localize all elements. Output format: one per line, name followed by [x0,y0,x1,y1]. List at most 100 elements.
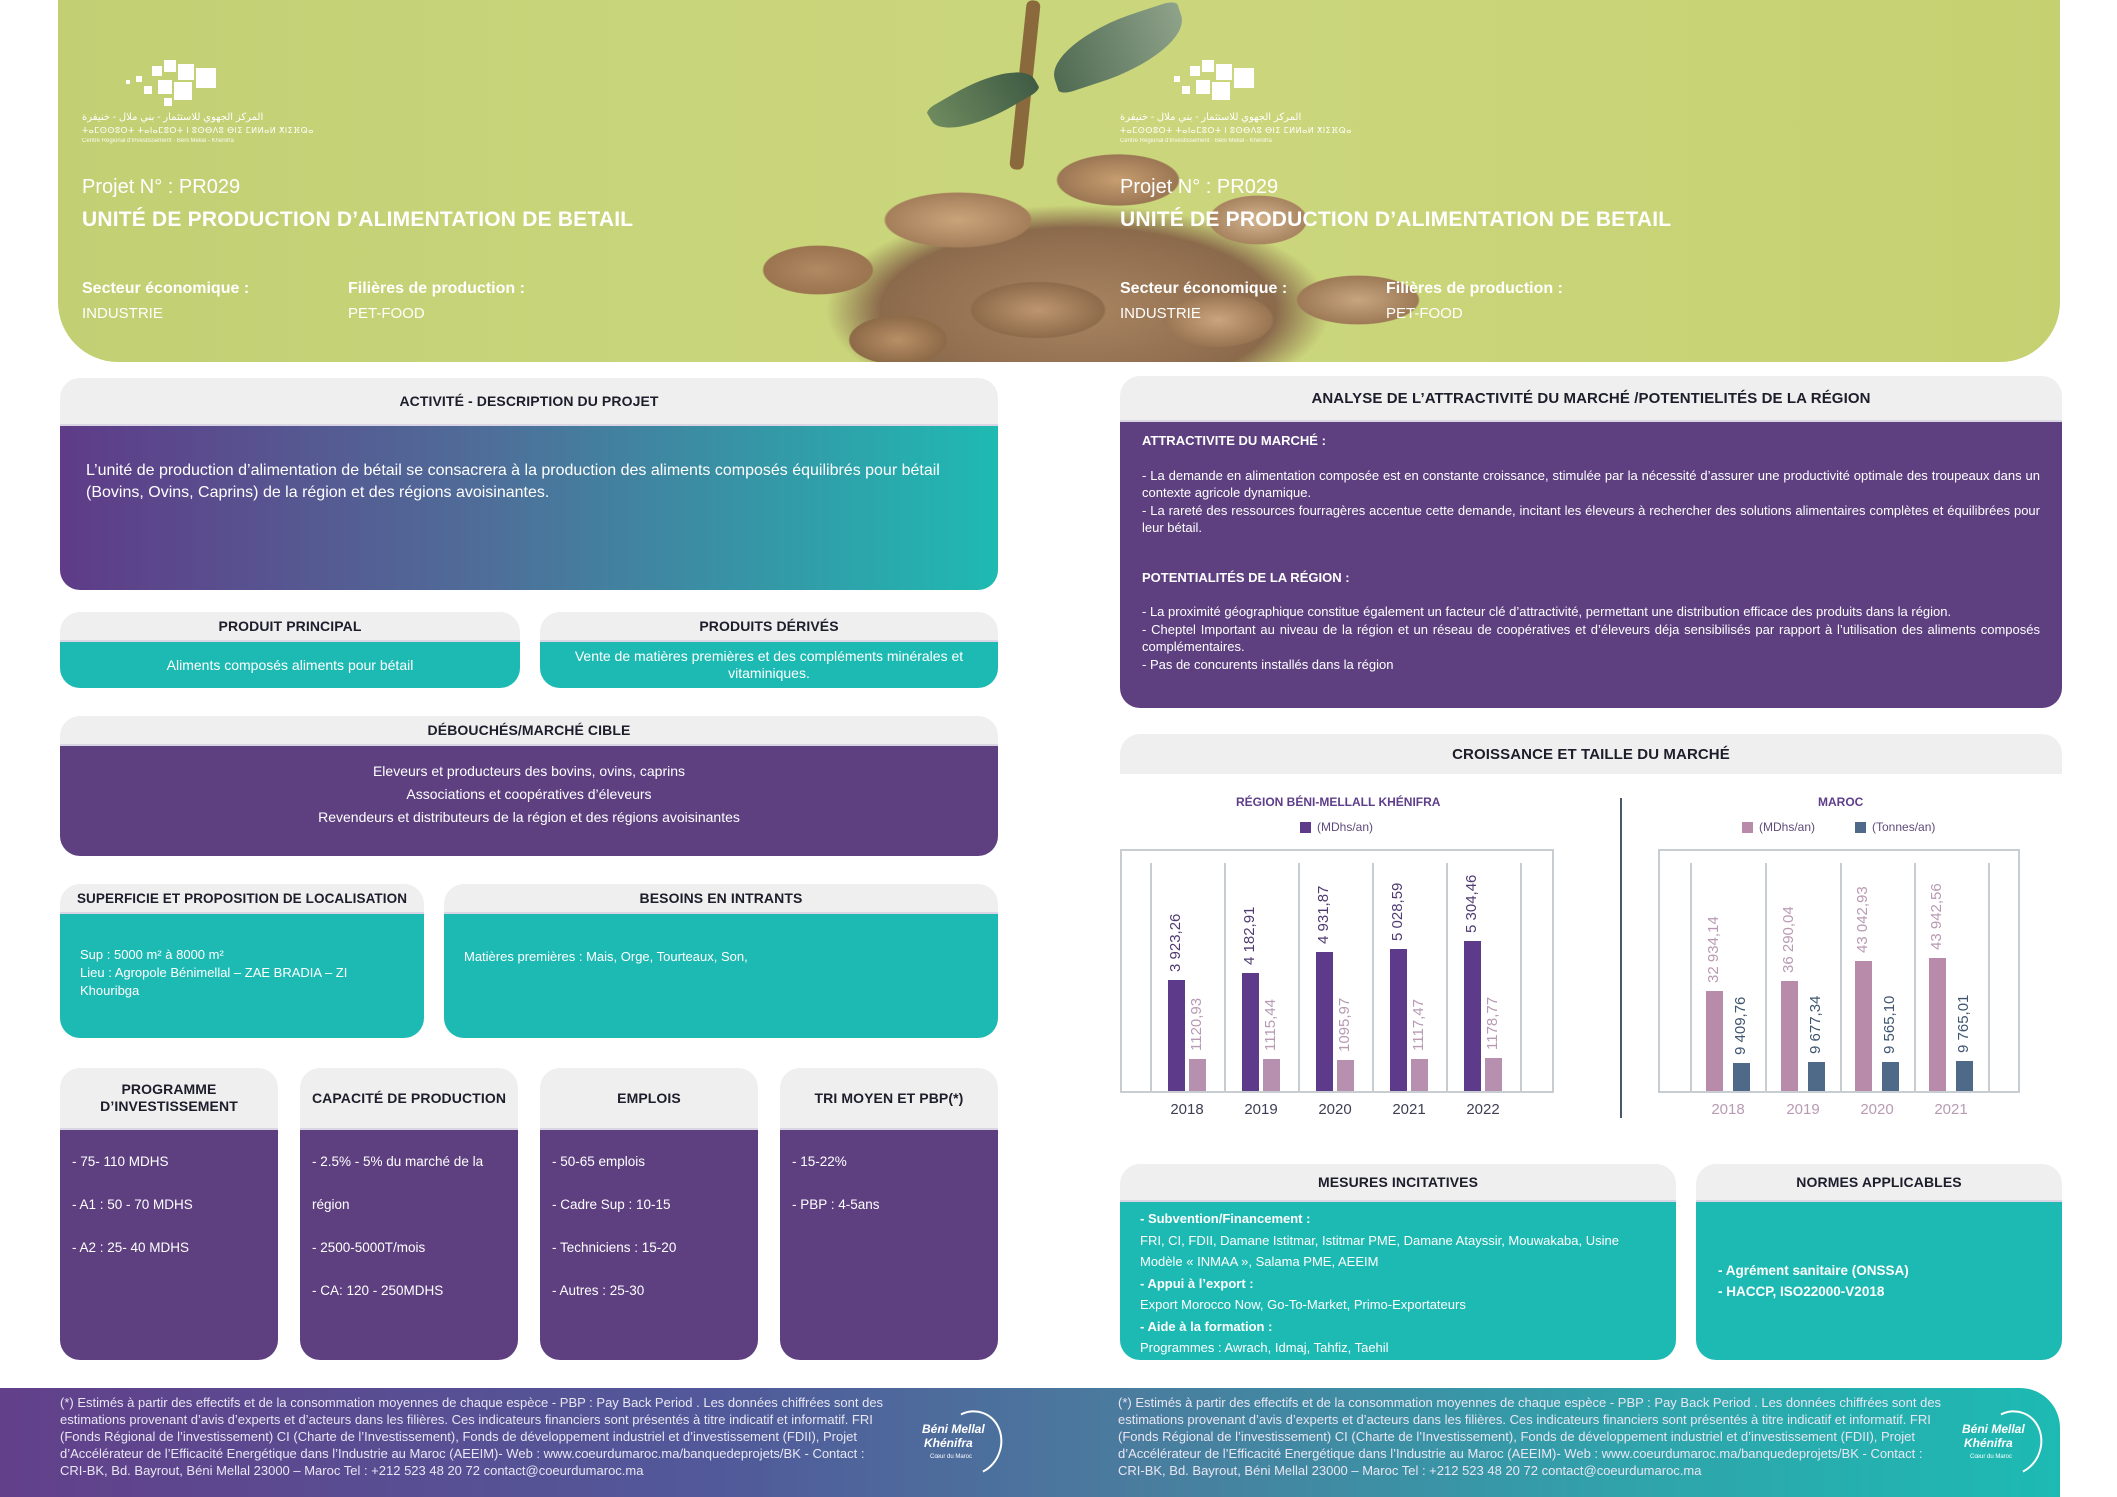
bar-value-label: 9 565,10 [1881,995,1898,1055]
intrants-card: BESOINS EN INTRANTS Matières premières :… [444,884,998,1038]
chart-bar [1882,1062,1899,1091]
attractivite-heading: ATTRACTIVITE DU MARCHÉ : [1142,433,1326,448]
chart-bar [1464,941,1481,1091]
list-item: - Cheptel Important au niveau de la régi… [1142,621,2040,655]
beni-mellal-logo: Béni Mellal Khénifra Cœur du Maroc [922,1401,1012,1485]
intrants-text: Matières premières : Mais, Orge, Tourtea… [444,914,998,1038]
bar-value-label: 43 042,93 [1854,886,1871,953]
mesures-text: Export Morocco Now, Go-To-Market, Primo-… [1140,1297,1466,1312]
legend-swatch [1855,821,1867,833]
bar-value-label: 43 942,56 [1928,883,1945,950]
mesures-body: - Subvention/Financement : FRI, CI, FDII… [1120,1202,1676,1360]
filiere-value: PET-FOOD [348,305,425,322]
sector-value: INDUSTRIE [1120,305,1201,322]
bar-value-label: 1178,77 [1484,996,1501,1050]
chart-bar [1390,948,1407,1091]
bar-value-label: 5 304,46 [1463,874,1480,933]
list-item: Revendeurs et distributeurs de la région… [318,809,740,825]
programme-investissement-card: PROGRAMME D’INVESTISSEMENT - 75- 110 MDH… [60,1068,278,1360]
analyse-body: ATTRACTIVITE DU MARCHÉ : - La demande en… [1120,422,2062,708]
normes-list: - Agrément sanitaire (ONSSA) - HACCP, IS… [1696,1202,2062,1360]
superficie-lieu: Lieu : Agropole Bénimellal – ZAE BRADIA … [80,965,348,998]
filiere-value: PET-FOOD [1386,305,1463,322]
kpi-list: - 15-22% - PBP : 4-5ans [780,1130,998,1360]
card-title: BESOINS EN INTRANTS [444,884,998,914]
card-title: PRODUITS DÉRIVÉS [540,612,998,642]
bar-value-label: 4 182,91 [1241,906,1258,965]
bar-value-label: 32 934,14 [1705,916,1722,984]
project-number: Projet N° : PR029 [1120,176,1279,198]
chart-bar [1411,1059,1428,1091]
sector-label: Secteur économique : [1120,280,1288,297]
chart-bar [1956,1061,1973,1091]
chart-plot-area: 3 923,26 1120,93 4 182,91 1115,44 4 931,87 10… [1120,849,1554,1093]
chart-plot-area: 32 934,14 9 409,76 36 290,04 9 677,34 43 042… [1658,849,2020,1093]
card-title: CAPACITÉ DE PRODUCTION [300,1068,518,1130]
mesures-text: FRI, CI, FDII, Damane Istitmar, Istitmar… [1140,1232,1619,1270]
tri-pbp-card: TRI MOYEN ET PBP(*) - 15-22% - PBP : 4-5… [780,1068,998,1360]
chart-divider [1620,798,1622,1118]
legend-item: (MDhs/an) [1300,820,1373,834]
chart-bar [1189,1059,1206,1091]
debouches-list: Eleveurs et producteurs des bovins, ovin… [60,746,998,856]
card-title: MESURES INCITATIVES [1120,1164,1676,1202]
mesures-card: MESURES INCITATIVES - Subvention/Finance… [1120,1164,1676,1360]
list-item: - La demande en alimentation composée es… [1142,467,2040,501]
cri-logo-icon [1150,60,1260,110]
chart-bar [1337,1060,1354,1091]
chart-bar [1929,958,1946,1091]
list-item: - 75- 110 MDHS [72,1154,169,1169]
bar-value-label: 1095,97 [1336,997,1353,1053]
legend-item: (MDhs/an) [1742,820,1815,834]
list-item: - La proximité géographique constitue ég… [1142,604,1952,619]
mesures-subheading: - Subvention/Financement : [1140,1211,1311,1226]
card-title: TRI MOYEN ET PBP(*) [780,1068,998,1130]
produits-derives-text: Vente de matières premières et des compl… [540,642,998,688]
footer: (*) Estimés à partir des effectifs et de… [0,1388,2060,1497]
cri-logo: المركز الجهوي للاستثمار - بني ملال - خني… [82,60,313,160]
bar-value-label: 3 923,26 [1167,913,1184,973]
produit-principal-card: PRODUIT PRINCIPAL Aliments composés alim… [60,612,520,688]
list-item: - Pas de concurents installés dans la ré… [1142,656,1394,672]
list-item: - A1 : 50 - 70 MDHS [72,1197,193,1212]
footer-disclaimer: (*) Estimés à partir des effectifs et de… [1118,1395,1942,1478]
card-title: ACTIVITÉ - DESCRIPTION DU PROJET [60,378,998,426]
produits-derives-card: PRODUITS DÉRIVÉS Vente de matières premi… [540,612,998,688]
x-axis-tick: 2020 [1318,1101,1352,1118]
card-title: CROISSANCE ET TAILLE DU MARCHÉ [1120,734,2062,774]
bar-value-label: 9 409,76 [1732,996,1749,1055]
list-item: - Autres : 25-30 [552,1283,645,1298]
chart-bar [1485,1057,1502,1091]
card-title: DÉBOUCHÉS/MARCHÉ CIBLE [60,716,998,746]
footer-disclaimer: (*) Estimés à partir des effectifs et de… [60,1395,884,1478]
list-item: Associations et coopératives d’éleveurs [406,786,652,802]
filiere-label: Filières de production : [1386,280,1563,297]
superficie-body: Sup : 5000 m² à 8000 m² Lieu : Agropole … [60,914,424,1038]
mesures-subheading: - Appui à l’export : [1140,1275,1254,1291]
bar-value-label: 1115,44 [1262,999,1279,1052]
card-title: ANALYSE DE L’ATTRACTIVITÉ DU MARCHÉ /POT… [1120,376,2062,422]
chart-bar [1733,1062,1750,1091]
superficie-card: SUPERFICIE ET PROPOSITION DE LOCALISATIO… [60,884,424,1038]
chart-title: MAROC [1818,795,1864,809]
chart-bar [1808,1061,1825,1091]
chart-legend: (MDhs/an) [1300,820,1373,834]
chart-bar [1316,951,1333,1091]
card-title: SUPERFICIE ET PROPOSITION DE LOCALISATIO… [60,884,424,914]
superficie-sup: Sup : 5000 m² à 8000 m² [80,947,224,962]
analyse-card: ANALYSE DE L’ATTRACTIVITÉ DU MARCHÉ /POT… [1120,376,2062,708]
list-item: - Agrément sanitaire (ONSSA) [1718,1263,1909,1278]
beni-mellal-logo: Béni Mellal Khénifra Cœur du Maroc [1962,1401,2052,1485]
x-axis-tick: 2019 [1786,1101,1820,1118]
chart-bar [1263,1059,1280,1091]
bar-value-label: 9 677,34 [1807,995,1824,1054]
chart-bar [1855,960,1872,1091]
normes-card: NORMES APPLICABLES - Agrément sanitaire … [1696,1164,2062,1360]
card-title: PROGRAMME D’INVESTISSEMENT [60,1068,278,1130]
list-item: - Cadre Sup : 10-15 [552,1197,671,1212]
bar-value-label: 36 290,04 [1780,906,1797,974]
list-item: - 15-22% [792,1154,847,1169]
bar-value-label: 5 028,59 [1389,882,1406,941]
chart-bar [1706,991,1723,1091]
list-item: - La rareté des ressources fourragères a… [1142,502,2040,536]
